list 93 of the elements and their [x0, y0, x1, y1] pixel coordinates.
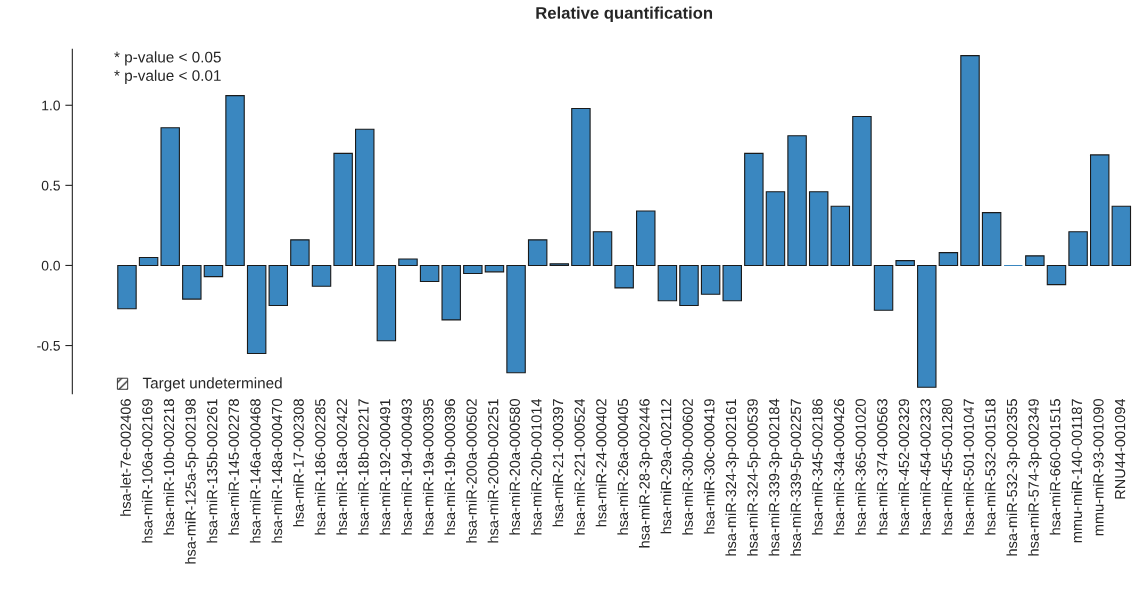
x-tick-label: hsa-miR-19a-000395	[422, 399, 434, 535]
x-tick-label: mmu-miR-140-001187	[1071, 399, 1083, 543]
bar	[1025, 255, 1045, 267]
x-tick-label: hsa-miR-455-001280	[941, 399, 953, 535]
x-tick-label: mmu-miR-93-001090	[1092, 399, 1104, 536]
x-tick-label: hsa-miR-324-3p-002161	[725, 399, 740, 556]
bar	[700, 264, 721, 295]
y-tick-label: 0.0	[41, 260, 60, 271]
x-tick-label: hsa-miR-20a-000580	[509, 399, 520, 535]
x-tick-label: hsa-miR-324-5p-000539	[747, 399, 761, 556]
x-tick-label: hsa-miR-18a-002422	[336, 399, 348, 535]
x-tick-label: hsa-miR-30b-000602	[682, 399, 693, 535]
x-tick-label: hsa-miR-29a-002112	[660, 399, 672, 534]
x-tick-label: hsa-miR-221-000524	[574, 398, 585, 535]
x-tick-label: hsa-miR-200b-002251	[487, 399, 499, 543]
x-tick-label: hsa-miR-28-3p-002446	[638, 399, 653, 548]
bar	[981, 212, 1002, 267]
x-tick-label: hsa-miR-24-000402	[595, 399, 607, 527]
x-tick-label: hsa-miR-26a-000405	[617, 399, 629, 535]
x-tick-label: hsa-miR-106a-002169	[141, 399, 153, 543]
x-tick-label: hsa-miR-339-5p-002257	[790, 399, 804, 556]
x-tick-label: hsa-miR-194-000493	[401, 399, 412, 535]
x-tick-label: hsa-miR-34a-000426	[833, 399, 845, 535]
x-tick-label: hsa-miR-30c-000419	[703, 399, 715, 534]
bar	[311, 264, 332, 287]
bar	[722, 264, 742, 302]
x-tick-label: hsa-miR-660-001515	[1049, 399, 1061, 535]
x-tick-label: hsa-miR-146a-000468	[249, 399, 261, 543]
bar	[1068, 231, 1088, 267]
x-tick-label: hsa-miR-10b-002218	[163, 399, 175, 535]
bar	[657, 264, 678, 302]
x-tick-label: hsa-miR-574-3p-002349	[1028, 399, 1042, 556]
x-tick-label: hsa-miR-18b-002217	[357, 399, 369, 535]
bar	[852, 115, 872, 267]
annotation: Target undetermined	[142, 377, 282, 392]
x-tick-label: hsa-miR-125a-5p-002198	[185, 399, 199, 564]
bar	[765, 191, 786, 267]
bar	[636, 210, 656, 267]
bar	[506, 264, 526, 374]
x-tick-label: hsa-miR-135b-002261	[206, 399, 218, 543]
x-tick-label: hsa-miR-21-000397	[552, 399, 564, 527]
bar	[376, 264, 397, 342]
x-tick-label: hsa-miR-148a-000470	[271, 399, 283, 543]
bar	[895, 260, 915, 267]
x-tick-label: hsa-miR-532-3p-002355	[1006, 399, 1021, 556]
bar	[960, 55, 980, 267]
bar	[355, 128, 375, 267]
x-tick-label: hsa-miR-186-002285	[314, 399, 326, 535]
x-tick-label: hsa-miR-452-002329	[898, 399, 910, 535]
bar	[679, 264, 699, 307]
y-tick-label: -0.5	[37, 340, 60, 351]
bar	[441, 264, 461, 321]
chart-title: Relative quantification	[536, 6, 713, 23]
bar	[571, 107, 591, 267]
y-tick-label: 1.0	[42, 100, 60, 111]
x-tick-label: RNU44-001094	[1114, 398, 1126, 499]
bar	[160, 127, 180, 267]
x-tick-label: hsa-miR-145-002278	[228, 399, 239, 535]
bar	[917, 264, 937, 388]
bar	[592, 231, 613, 267]
bar	[484, 264, 505, 273]
bar	[1046, 264, 1067, 286]
x-tick-label: hsa-miR-339-3p-002184	[768, 398, 783, 556]
annotation: * p-value < 0.01	[114, 69, 221, 84]
bar	[938, 252, 959, 267]
bar	[873, 264, 894, 311]
x-tick-label: hsa-miR-454-002323	[919, 399, 931, 535]
x-tick-label: hsa-miR-532-001518	[984, 399, 996, 535]
bar	[787, 135, 807, 267]
bar	[182, 264, 202, 300]
x-tick-label: hsa-miR-374-000563	[876, 399, 888, 535]
bar	[419, 264, 440, 283]
x-tick-label: hsa-miR-192-000491	[379, 399, 391, 535]
x-tick-label: hsa-miR-20b-001014	[530, 398, 542, 535]
bar	[463, 264, 483, 275]
bar	[614, 264, 634, 289]
bar	[117, 264, 137, 310]
bar	[290, 239, 310, 267]
x-tick-label: hsa-miR-17-002308	[293, 399, 304, 527]
bar	[225, 95, 245, 267]
bar	[333, 152, 353, 267]
x-tick-label: hsa-miR-501-001047	[963, 399, 974, 535]
x-tick-label: hsa-let-7e-002406	[120, 399, 131, 516]
annotation: * p-value < 0.05	[114, 51, 221, 66]
bar	[203, 264, 224, 278]
x-tick-label: hsa-miR-365-001020	[855, 399, 866, 535]
bar	[744, 152, 764, 267]
x-tick-label: hsa-miR-19b-000396	[444, 399, 456, 535]
x-tick-label: hsa-miR-200a-000502	[466, 399, 477, 543]
bar	[138, 256, 159, 267]
x-tick-label: hsa-miR-345-002186	[811, 399, 823, 535]
bar	[398, 258, 418, 267]
y-tick-label: 0.5	[41, 180, 60, 191]
